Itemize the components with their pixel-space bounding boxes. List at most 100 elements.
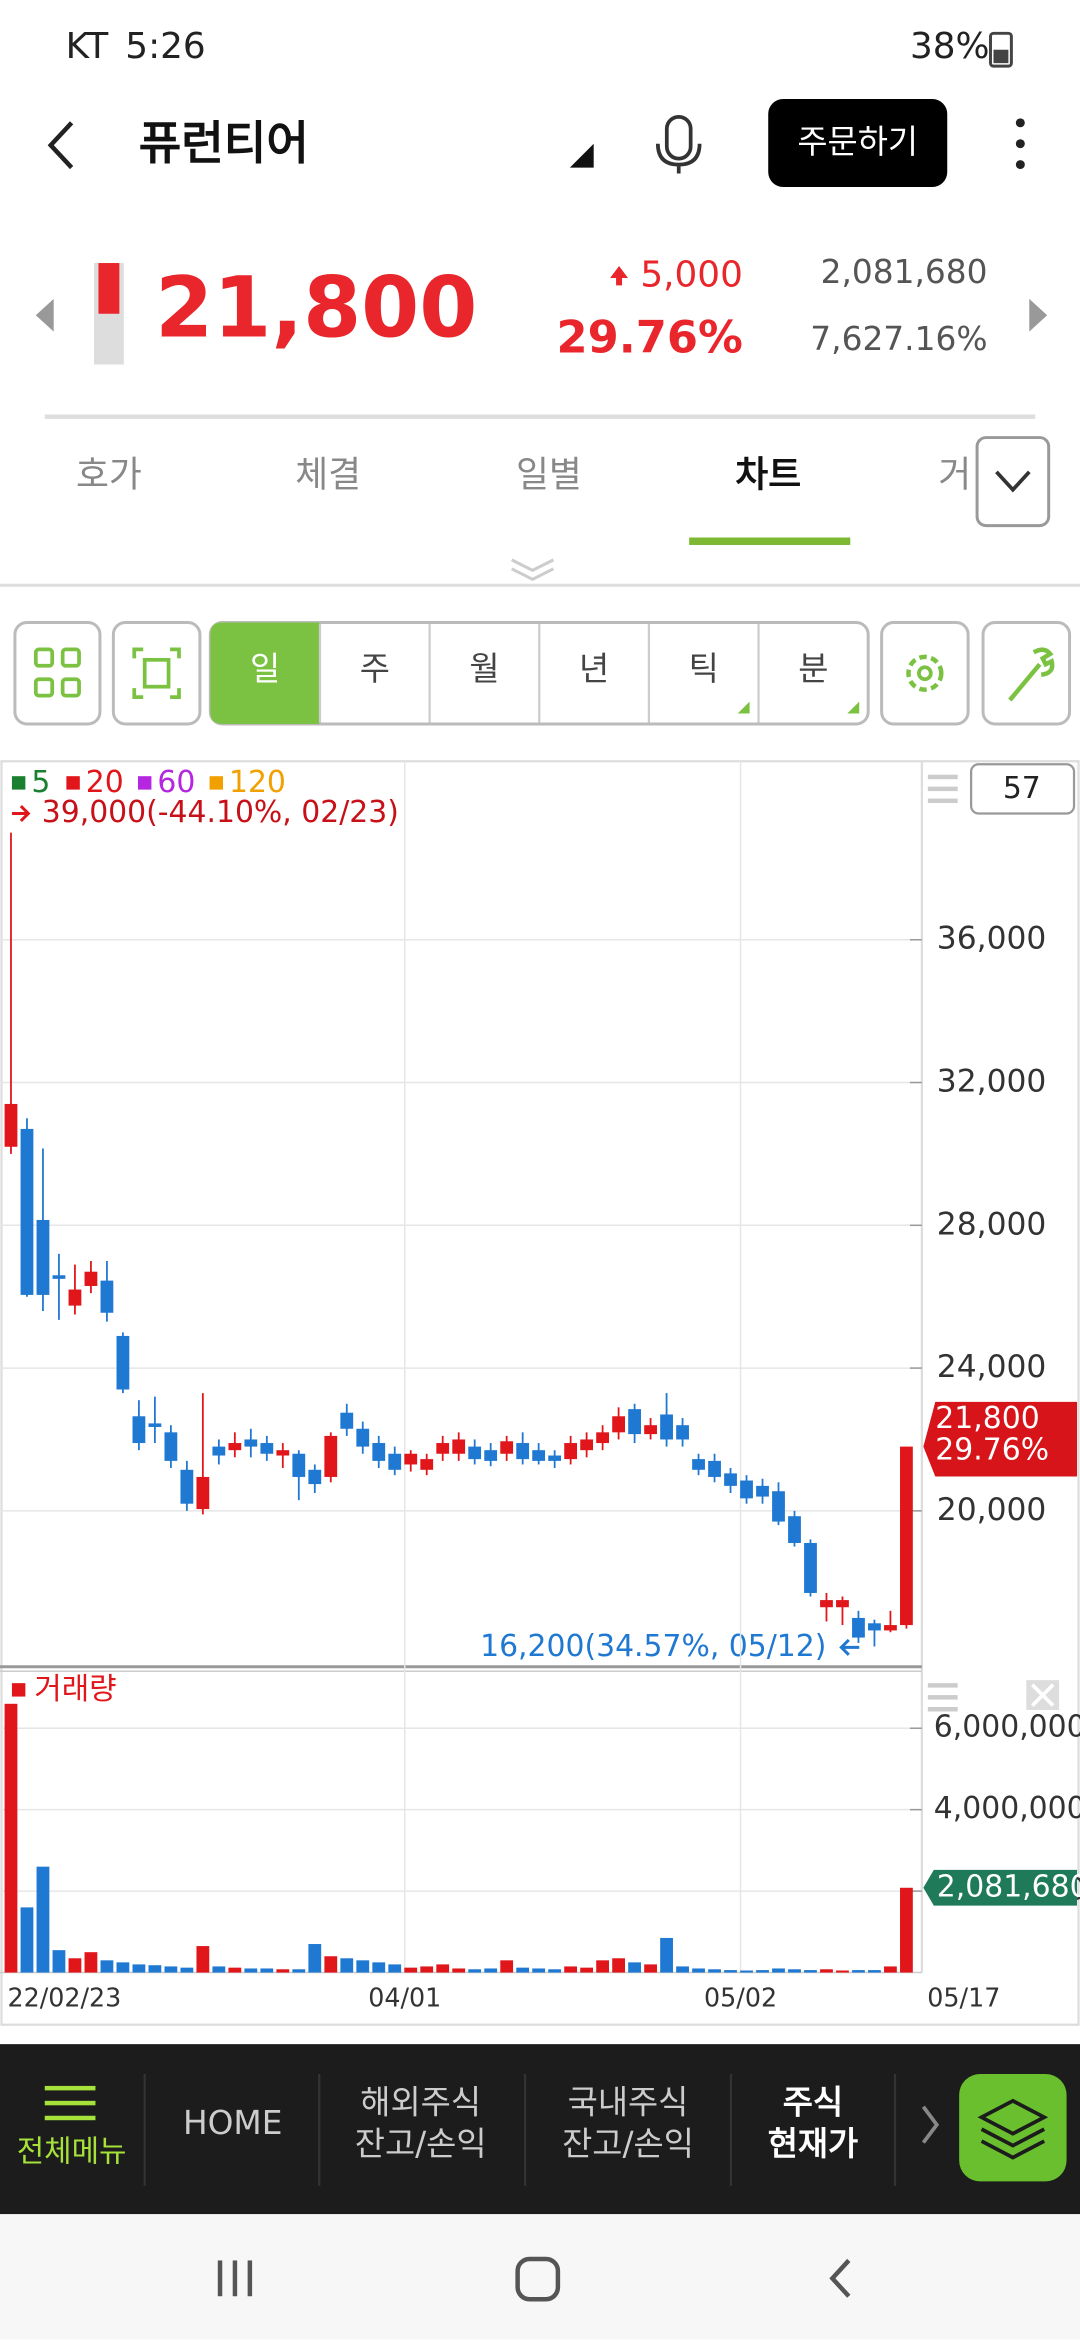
- order-button-label[interactable]: 주문하기: [797, 123, 918, 161]
- candle-body: [164, 1432, 178, 1461]
- tab-active[interactable]: 차트: [735, 454, 801, 495]
- candle-body: [132, 1416, 146, 1444]
- candle-body: [724, 1473, 737, 1486]
- nav-item[interactable]: 주식: [783, 2083, 843, 2121]
- candle-body: [612, 1416, 625, 1433]
- volume-bar: [580, 1967, 594, 1973]
- layout-button[interactable]: [13, 621, 102, 726]
- settings-button[interactable]: [880, 621, 970, 726]
- legend-swatch: [209, 776, 224, 790]
- legend-swatch: [66, 776, 80, 790]
- high-annotation: 39,000(-44.10%, 02/23): [42, 795, 399, 830]
- bottom-nav: [0, 2044, 1080, 2215]
- layers-button[interactable]: [959, 2073, 1067, 2182]
- period-button[interactable]: 틱: [689, 650, 719, 688]
- volume-bar: [708, 1969, 721, 1973]
- candle-body: [36, 1219, 50, 1295]
- collapse-handle[interactable]: [510, 558, 555, 581]
- candle-body: [196, 1476, 210, 1510]
- candle-body: [708, 1460, 721, 1477]
- count-box-value[interactable]: 57: [1003, 771, 1041, 806]
- stock-name[interactable]: 퓨런티어: [139, 116, 309, 170]
- menu-icon[interactable]: [44, 2085, 96, 2121]
- prev-stock[interactable]: [35, 298, 54, 332]
- volume-panel-menu[interactable]: [927, 1683, 958, 1712]
- tools-button[interactable]: [981, 621, 1072, 726]
- candle-body: [404, 1453, 418, 1465]
- period-button[interactable]: 월: [469, 650, 499, 688]
- nav-item[interactable]: 잔고/손익: [562, 2125, 694, 2163]
- candle-body: [340, 1412, 354, 1429]
- back-button[interactable]: [47, 121, 74, 170]
- low-arrow: [839, 1638, 860, 1656]
- volume-bar: [100, 1960, 114, 1973]
- back-nav[interactable]: [829, 2258, 851, 2298]
- mic-button[interactable]: [655, 114, 702, 174]
- period-button[interactable]: 년: [579, 650, 609, 688]
- candle-body: [148, 1423, 162, 1427]
- period-button[interactable]: 분: [798, 650, 828, 688]
- chart-frame: [0, 760, 1080, 2026]
- candle-body: [900, 1446, 913, 1626]
- volume-bar: [404, 1967, 418, 1973]
- candle-body: [692, 1459, 705, 1470]
- home-button[interactable]: [515, 2256, 561, 2302]
- candle-body: [260, 1443, 274, 1454]
- volume-bar: [132, 1964, 146, 1973]
- order-button[interactable]: [768, 98, 948, 187]
- next-stock[interactable]: [1029, 298, 1048, 332]
- y-tick-label: 28,000: [937, 1206, 1047, 1242]
- tab-expand[interactable]: [975, 436, 1051, 528]
- volume-bar: [260, 1968, 274, 1973]
- nav-item[interactable]: 국내주식: [568, 2083, 689, 2121]
- candle-body: [788, 1516, 801, 1543]
- candle-body: [884, 1625, 897, 1631]
- volume-bar: [564, 1966, 578, 1973]
- tab[interactable]: 일별: [516, 454, 582, 495]
- y-tick-label: 36,000: [937, 921, 1047, 957]
- volume-panel-close[interactable]: [1026, 1680, 1060, 1710]
- candle-body: [676, 1425, 689, 1440]
- more-menu[interactable]: [1015, 118, 1025, 170]
- menu-label[interactable]: 전체메뉴: [17, 2135, 127, 2170]
- candle-body: [292, 1453, 306, 1477]
- y-tick-label: 24,000: [937, 1349, 1047, 1385]
- candle-body: [180, 1469, 194, 1504]
- count-box[interactable]: [969, 763, 1076, 815]
- volume-bar: [724, 1970, 737, 1973]
- candle-body: [852, 1617, 865, 1638]
- submenu-indicator: [847, 701, 860, 714]
- volume-bar: [820, 1969, 833, 1973]
- candle-body: [388, 1453, 402, 1470]
- tab[interactable]: 체결: [295, 454, 361, 495]
- recent-apps[interactable]: [217, 2260, 253, 2297]
- nav-item[interactable]: 잔고/손익: [355, 2125, 487, 2163]
- candle-body: [228, 1443, 242, 1451]
- tab[interactable]: 거: [938, 454, 971, 495]
- fullscreen-button[interactable]: [111, 621, 202, 726]
- battery-fill: [993, 49, 1009, 64]
- volume-bar: [68, 1958, 82, 1973]
- candle-body: [516, 1443, 530, 1460]
- volume-bar: [676, 1966, 689, 1973]
- tab[interactable]: 호가: [76, 454, 142, 495]
- nav-scroll[interactable]: [921, 2105, 940, 2144]
- panel-menu[interactable]: [927, 774, 958, 804]
- candle-body: [52, 1275, 66, 1279]
- nav-item[interactable]: HOME: [183, 2104, 283, 2142]
- dropdown-triangle[interactable]: [569, 143, 594, 168]
- nav-item[interactable]: 현재가: [768, 2125, 859, 2163]
- nav-item[interactable]: 해외주식: [360, 2083, 481, 2121]
- volume-bar: [612, 1958, 625, 1973]
- volume-bar: [804, 1970, 817, 1973]
- period-button-active[interactable]: 일: [250, 650, 280, 688]
- volume-bar: [52, 1950, 66, 1973]
- period-active-bg: [210, 622, 320, 724]
- up-arrow: [610, 266, 629, 286]
- volume-bar: [180, 1967, 194, 1973]
- nav-separators: [143, 2073, 897, 2186]
- period-button[interactable]: 주: [360, 650, 390, 688]
- low-annotation: 16,200(34.57%, 05/12): [480, 1629, 826, 1664]
